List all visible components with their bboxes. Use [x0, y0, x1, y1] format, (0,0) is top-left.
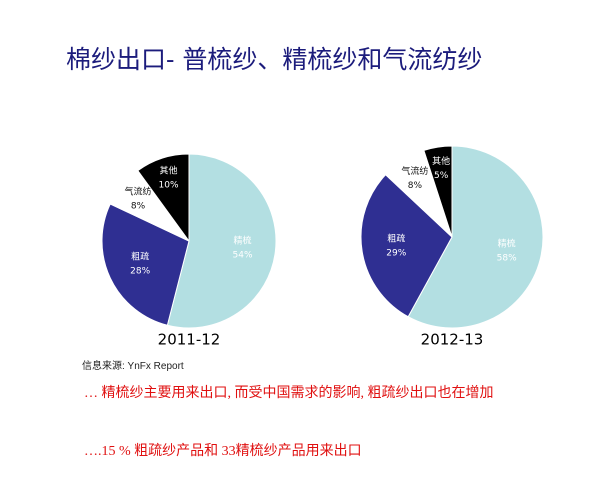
slice-label: 其他: [160, 165, 178, 177]
slice-label: 精梳: [498, 238, 516, 250]
slice-label: 粗疏: [131, 250, 149, 262]
pie-slice: [166, 153, 277, 329]
slice-label: 粗疏: [387, 232, 405, 244]
slice-label: 其他: [432, 155, 450, 167]
slice-label: 气流纺: [401, 165, 428, 177]
slice-value-label: 5%: [434, 171, 449, 181]
bullet: … 精梳纱主要用来出口, 而受中国需求的影响, 粗疏纱出口也在增加: [84, 386, 494, 401]
slice-value-label: 10%: [159, 181, 179, 191]
pie-slice: [101, 203, 190, 326]
pie-slice: [407, 145, 544, 329]
pie-slice: [137, 153, 190, 243]
chart-title: 2012-13: [421, 331, 484, 349]
slice-value-label: 29%: [386, 248, 406, 258]
source: 信息来源: YnFx Report: [82, 361, 184, 372]
pie-slice: [360, 173, 453, 318]
slide-title: 棉纱出口- 普梳纱、精梳纱和气流纺纱: [66, 45, 483, 74]
chart-title: 2011-12: [158, 331, 221, 349]
slice-label: 气流纺: [125, 185, 152, 197]
slice-value-label: 28%: [130, 266, 150, 276]
slice-value-label: 54%: [233, 250, 253, 260]
slice-value-label: 8%: [408, 181, 423, 191]
slice-label: 精梳: [234, 234, 252, 246]
slice-value-label: 58%: [497, 254, 517, 264]
bullet: ….15 % 粗疏纱产品和 33精梳纱产品用来出口: [84, 444, 362, 459]
pie-slice: [423, 145, 453, 238]
slice-value-label: 8%: [131, 201, 146, 211]
